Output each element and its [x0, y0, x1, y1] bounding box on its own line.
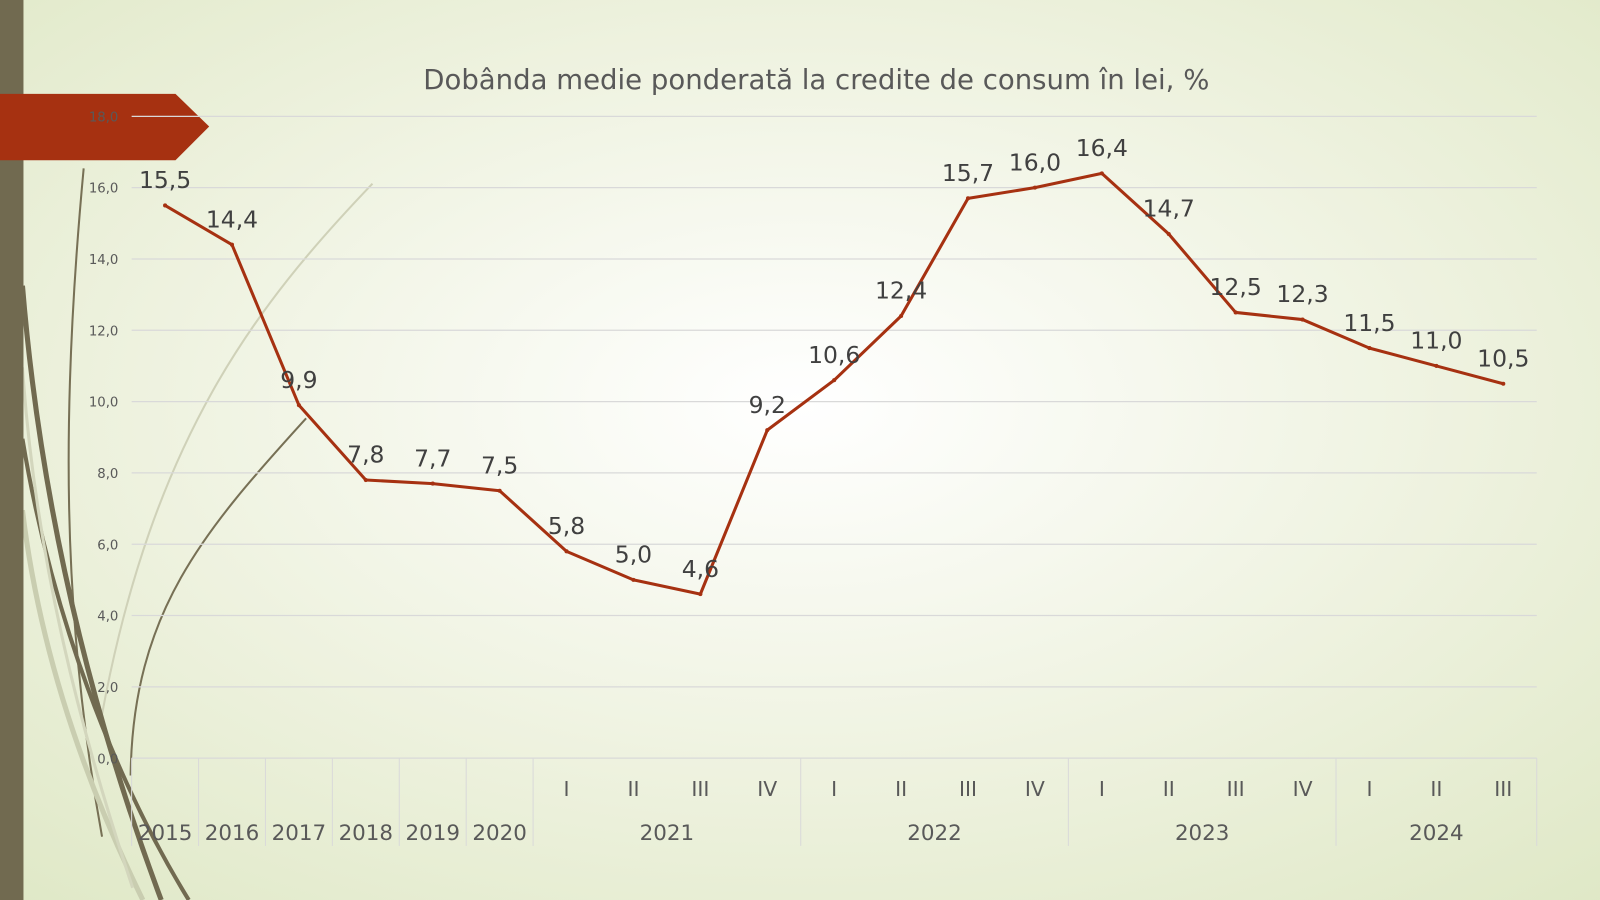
data-point: [832, 378, 837, 383]
data-point: [430, 481, 435, 486]
y-tick-label: 14,0: [89, 253, 119, 268]
x-tick-label: 2019: [405, 821, 459, 846]
x-year-group-label: 2024: [1409, 821, 1463, 846]
data-point: [1166, 231, 1171, 237]
data-point: [564, 549, 569, 554]
data-point: [965, 196, 971, 201]
x-year-group-label: 2022: [907, 821, 961, 846]
y-tick-label: 12,0: [89, 324, 119, 339]
data-label: 7,7: [414, 444, 451, 472]
y-tick-label: 18,0: [89, 110, 119, 125]
decorative-curves: [19, 168, 374, 900]
data-point: [698, 592, 703, 597]
x-quarter-label: IV: [757, 777, 777, 801]
x-quarter-label: III: [1227, 777, 1245, 801]
x-quarter-label: IV: [1293, 777, 1313, 801]
x-tick-label: 2015: [138, 821, 192, 846]
y-tick-label: 10,0: [89, 396, 119, 411]
title-accent-banner: [0, 93, 210, 161]
data-label: 15,5: [139, 166, 191, 194]
data-label: 12,4: [875, 277, 927, 305]
data-point: [899, 313, 904, 319]
data-point: [229, 242, 235, 247]
data-label: 10,6: [808, 341, 860, 369]
data-label: 14,7: [1143, 195, 1195, 223]
data-point: [1367, 346, 1372, 351]
data-label: 11,5: [1343, 309, 1395, 337]
x-quarter-label: I: [564, 777, 570, 801]
data-point: [1032, 185, 1037, 190]
data-label: 16,4: [1076, 134, 1128, 162]
x-year-group-label: 2023: [1175, 821, 1229, 846]
data-point: [497, 488, 502, 493]
y-tick-label: 6,0: [97, 538, 118, 553]
data-label: 16,0: [1009, 148, 1061, 176]
x-tick-label: 2017: [272, 821, 326, 846]
data-label: 14,4: [206, 205, 258, 233]
data-point: [1099, 171, 1104, 176]
data-point: [1233, 310, 1238, 315]
data-point: [1300, 317, 1305, 322]
data-label: 5,0: [615, 541, 652, 569]
side-bar: [0, 0, 24, 900]
data-point: [631, 577, 636, 582]
x-quarter-label: III: [1494, 777, 1512, 801]
chart-title: Dobânda medie ponderată la credite de co…: [423, 64, 1209, 96]
y-tick-label: 8,0: [97, 467, 118, 482]
x-tick-label: 2018: [339, 821, 393, 846]
data-label: 11,0: [1410, 327, 1462, 355]
data-label: 7,5: [481, 451, 518, 479]
data-label: 12,3: [1276, 280, 1328, 308]
x-year-group-label: 2021: [640, 821, 694, 846]
x-quarter-label: I: [1366, 777, 1372, 801]
data-label: 15,7: [942, 159, 994, 187]
data-label: 9,9: [280, 366, 317, 394]
x-quarter-label: I: [1099, 777, 1105, 801]
data-label: 12,5: [1210, 273, 1262, 301]
x-tick-label: 2020: [472, 821, 526, 846]
x-quarter-label: III: [959, 777, 977, 801]
y-tick-label: 4,0: [97, 610, 118, 625]
data-point: [765, 428, 770, 433]
x-tick-label: 2016: [205, 821, 259, 846]
x-quarter-label: IV: [1025, 777, 1045, 801]
x-quarter-label: I: [831, 777, 837, 801]
x-quarter-label: II: [1430, 777, 1442, 801]
data-point: [363, 477, 368, 483]
data-point: [1501, 381, 1506, 386]
data-label: 4,6: [682, 555, 719, 583]
x-quarter-label: III: [691, 777, 709, 801]
x-quarter-label: II: [627, 777, 639, 801]
data-point: [296, 403, 301, 408]
data-label: 7,8: [347, 441, 384, 469]
data-label: 9,2: [749, 391, 786, 419]
y-tick-label: 0,0: [97, 752, 118, 767]
data-label: 10,5: [1477, 344, 1529, 372]
y-tick-label: 16,0: [89, 182, 119, 197]
data-point: [1434, 363, 1439, 368]
x-quarter-label: II: [1163, 777, 1175, 801]
data-point: [163, 203, 168, 208]
x-quarter-label: II: [895, 777, 907, 801]
data-label: 5,8: [548, 512, 585, 540]
y-tick-label: 2,0: [97, 681, 118, 696]
